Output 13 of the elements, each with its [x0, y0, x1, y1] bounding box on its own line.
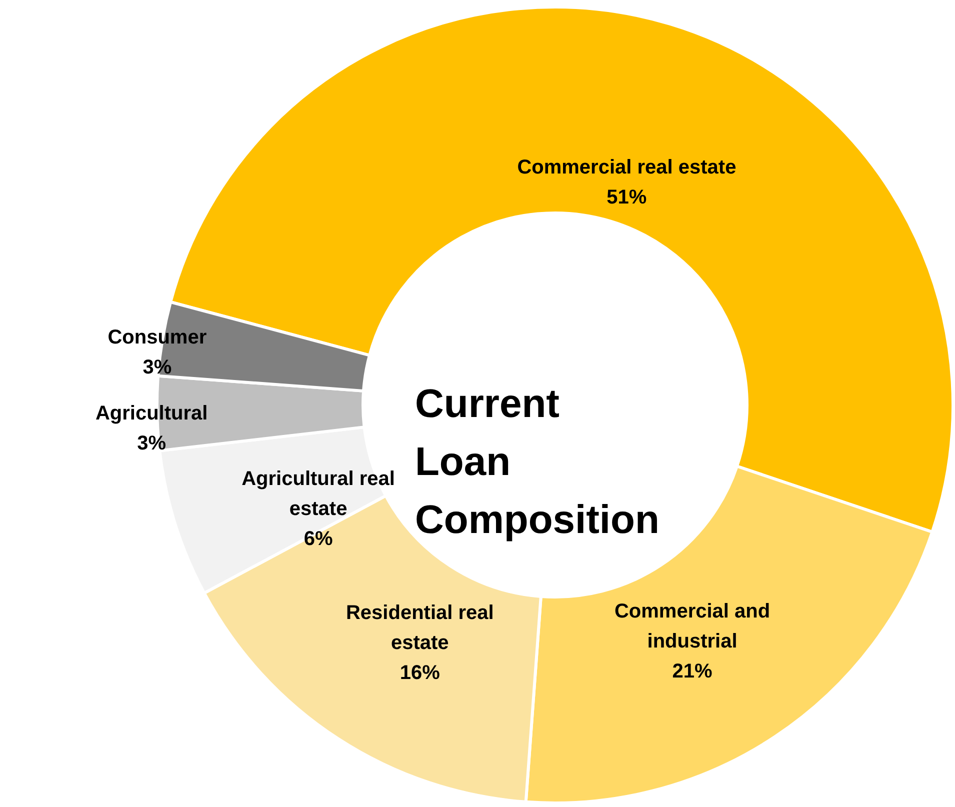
- slice-label: Agricultural real estate: [242, 468, 395, 520]
- text: Current Loan Composition: [415, 382, 660, 542]
- slice-label: Residential real estate: [346, 602, 494, 654]
- data-label: 3%: [142, 356, 172, 379]
- data-label: 21%: [672, 660, 712, 683]
- slice-label: Commercial real estate: [517, 156, 736, 179]
- data-label: 16%: [400, 662, 440, 684]
- data-label: 51%: [606, 186, 647, 209]
- data-label: 3%: [137, 432, 166, 454]
- slice-label: Consumer: [108, 326, 207, 349]
- data-label: 6%: [304, 528, 333, 550]
- slice-label: Commercial and industrial: [614, 600, 770, 653]
- slice-label: Agricultural: [95, 402, 208, 424]
